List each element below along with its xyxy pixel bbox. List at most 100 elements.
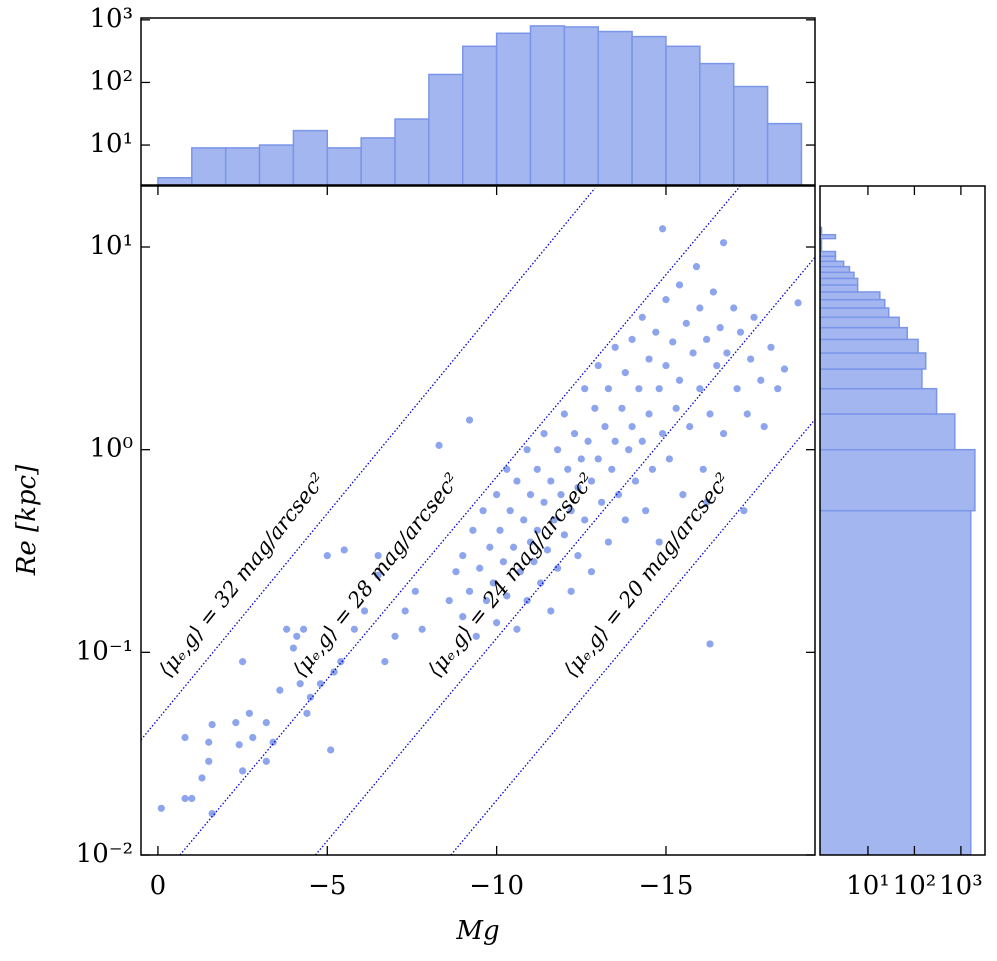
reference-line bbox=[450, 419, 815, 855]
point bbox=[293, 632, 301, 640]
bar bbox=[191, 147, 227, 185]
point bbox=[289, 644, 298, 652]
bar bbox=[820, 298, 886, 309]
point bbox=[652, 328, 660, 336]
reference-line bbox=[314, 256, 815, 855]
point bbox=[638, 437, 646, 445]
point bbox=[553, 564, 562, 572]
point bbox=[611, 437, 619, 445]
point bbox=[411, 587, 419, 595]
point bbox=[699, 465, 707, 473]
bar bbox=[699, 62, 735, 185]
point bbox=[675, 281, 684, 289]
point bbox=[316, 680, 325, 688]
bar bbox=[820, 326, 908, 341]
point bbox=[283, 625, 291, 633]
point bbox=[205, 757, 213, 765]
bar bbox=[157, 177, 193, 185]
point bbox=[621, 369, 629, 377]
point bbox=[205, 738, 213, 746]
point bbox=[692, 263, 701, 271]
point bbox=[703, 498, 711, 506]
point bbox=[509, 543, 518, 551]
point bbox=[299, 625, 308, 633]
bar bbox=[462, 45, 498, 185]
point bbox=[621, 516, 629, 524]
point bbox=[513, 625, 521, 633]
bar bbox=[820, 271, 855, 280]
bar bbox=[820, 368, 923, 390]
point bbox=[553, 446, 562, 454]
point bbox=[198, 774, 206, 782]
point bbox=[604, 385, 612, 393]
point bbox=[547, 607, 555, 615]
point bbox=[608, 465, 616, 473]
point bbox=[662, 361, 670, 370]
point bbox=[581, 516, 589, 524]
point bbox=[157, 804, 165, 812]
point bbox=[662, 296, 670, 304]
point bbox=[730, 304, 738, 312]
point bbox=[533, 526, 541, 534]
y-tick-label: 10⁻¹ bbox=[76, 636, 133, 666]
point bbox=[716, 324, 724, 332]
point bbox=[794, 299, 802, 307]
point bbox=[445, 597, 453, 605]
point bbox=[401, 607, 409, 615]
y-tick-label: 10⁰ bbox=[89, 434, 133, 464]
point bbox=[672, 404, 680, 412]
bar bbox=[820, 265, 851, 274]
point bbox=[675, 376, 684, 384]
point bbox=[591, 404, 599, 412]
point bbox=[360, 607, 369, 615]
bar bbox=[766, 122, 803, 185]
point bbox=[570, 430, 579, 438]
point bbox=[655, 385, 663, 393]
point bbox=[520, 516, 528, 524]
point bbox=[750, 313, 758, 321]
frame bbox=[140, 185, 816, 856]
point bbox=[435, 441, 443, 449]
x-tick-label: −15 bbox=[639, 871, 694, 901]
point bbox=[506, 507, 514, 515]
reference-line bbox=[141, 187, 596, 741]
point bbox=[614, 491, 623, 499]
y-tick-label: 10¹ bbox=[89, 231, 133, 261]
point bbox=[249, 733, 257, 742]
point bbox=[655, 538, 663, 546]
point bbox=[598, 498, 606, 506]
point bbox=[594, 455, 602, 463]
bar bbox=[224, 147, 261, 185]
point bbox=[587, 568, 596, 576]
point bbox=[493, 491, 501, 499]
point bbox=[516, 568, 524, 576]
x-tick-label: 10¹ bbox=[846, 871, 890, 901]
point bbox=[523, 446, 531, 454]
right-histogram bbox=[820, 226, 976, 855]
y-tick-label: 10³ bbox=[89, 4, 133, 34]
point bbox=[747, 355, 755, 363]
point bbox=[479, 507, 487, 515]
point bbox=[472, 632, 480, 640]
point bbox=[523, 597, 531, 605]
point bbox=[306, 693, 314, 701]
bar bbox=[563, 26, 599, 185]
point bbox=[337, 658, 345, 666]
point bbox=[303, 709, 311, 717]
point bbox=[543, 546, 552, 554]
point bbox=[262, 757, 270, 765]
point bbox=[780, 365, 789, 373]
point bbox=[181, 794, 189, 803]
bar bbox=[495, 32, 532, 185]
bar bbox=[820, 352, 927, 370]
bar bbox=[820, 338, 919, 354]
bar bbox=[326, 147, 362, 185]
point bbox=[696, 304, 704, 312]
point bbox=[665, 455, 673, 463]
point bbox=[581, 385, 589, 393]
point bbox=[503, 592, 511, 600]
point bbox=[269, 738, 277, 746]
point bbox=[374, 552, 382, 560]
point bbox=[327, 746, 335, 754]
point bbox=[486, 543, 494, 551]
